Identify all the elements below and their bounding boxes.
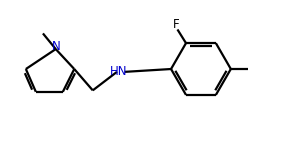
Text: HN: HN (110, 65, 127, 78)
Text: N: N (52, 40, 61, 53)
Text: F: F (173, 18, 179, 31)
